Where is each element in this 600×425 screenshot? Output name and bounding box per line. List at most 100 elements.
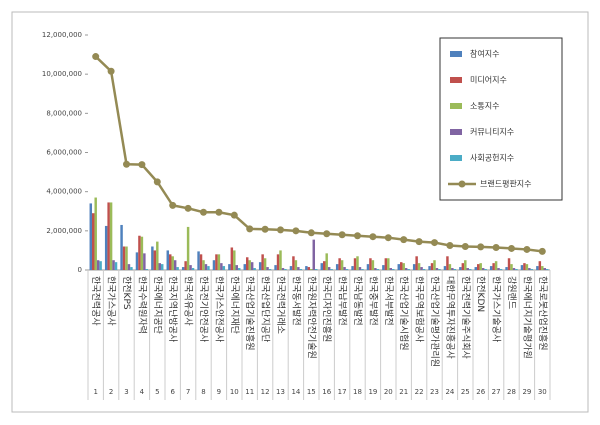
bar (468, 269, 472, 270)
bar (228, 264, 231, 270)
legend-swatch (450, 103, 462, 109)
rank-label: 1 (93, 388, 97, 396)
bar (292, 256, 295, 270)
rank-label: 19 (368, 388, 377, 396)
bar (138, 235, 141, 270)
bar (366, 264, 370, 270)
line-marker (230, 211, 238, 219)
bar (446, 256, 449, 270)
bar (243, 264, 247, 270)
x-tick-label: 한국디자인진흥원 (321, 276, 333, 342)
rank-label: 11 (245, 388, 254, 396)
bar (212, 260, 216, 270)
y-tick-label: 8,000,000 (46, 109, 82, 117)
line-marker (508, 244, 515, 252)
rank-label: 2 (109, 388, 113, 396)
bar (186, 226, 190, 270)
line-marker (446, 242, 454, 250)
bar (135, 252, 139, 270)
legend-swatch (450, 77, 462, 83)
bar (382, 265, 385, 270)
x-tick-label: 한국에너지공단 (152, 276, 163, 334)
bar (184, 261, 187, 270)
bar (261, 254, 264, 270)
x-tick-label: 한국전력거래소 (275, 276, 287, 334)
rank-label: 28 (507, 388, 516, 396)
rank-label: 10 (230, 388, 239, 396)
line-marker (92, 53, 100, 61)
bar (207, 266, 210, 270)
bar (428, 266, 431, 270)
bar (404, 268, 408, 270)
rank-label: 12 (261, 388, 270, 396)
x-tick-label: 한국전기안전공사 (198, 276, 209, 343)
bar (448, 264, 452, 270)
line-marker (123, 160, 130, 168)
rank-label: 18 (353, 388, 362, 396)
line-marker (492, 243, 500, 251)
bar (545, 269, 549, 270)
bar (499, 269, 503, 270)
bar (358, 267, 362, 270)
line-marker (215, 208, 223, 216)
bar (389, 268, 392, 270)
bar (415, 256, 418, 270)
bar (114, 262, 118, 270)
legend-swatch (458, 180, 466, 188)
legend-swatch (450, 129, 462, 135)
rank-label: 9 (217, 388, 221, 396)
x-tick-label: 한국남부발전 (337, 276, 348, 326)
bar (451, 268, 454, 270)
x-tick-label: 한국수력원자력 (136, 276, 148, 334)
bar (525, 264, 529, 270)
x-tick-label: 한국무역보험공사 (414, 276, 425, 343)
bar (263, 258, 267, 270)
rank-label: 4 (140, 388, 145, 396)
bar (284, 269, 287, 270)
line-marker (384, 234, 392, 242)
rank-label: 22 (415, 388, 424, 396)
line-marker (400, 236, 408, 244)
rank-label: 8 (201, 388, 205, 396)
bar (158, 263, 161, 270)
rank-label: 14 (291, 388, 300, 396)
legend-swatch (450, 155, 462, 161)
bar (459, 267, 462, 270)
bar (464, 260, 467, 270)
line-marker (169, 201, 177, 209)
x-tick-label: 한국가스안전공사 (213, 276, 224, 343)
bar (299, 269, 303, 270)
bar (417, 263, 421, 270)
bar (217, 254, 221, 270)
bar (266, 267, 269, 270)
bar (305, 266, 308, 270)
bar (289, 266, 293, 270)
bar (523, 263, 526, 270)
bar (171, 256, 174, 270)
rank-label: 6 (170, 388, 175, 396)
bar (281, 268, 285, 270)
bar (430, 263, 434, 270)
bar (156, 241, 159, 270)
bar (371, 260, 375, 270)
bar (538, 261, 542, 270)
bar (484, 269, 487, 270)
bar (312, 239, 315, 270)
legend-label: 커뮤니티지수 (470, 127, 514, 137)
line-marker (538, 247, 546, 255)
bar (122, 246, 126, 270)
bar (543, 268, 546, 270)
line-marker (369, 233, 377, 241)
bar (422, 269, 426, 270)
legend-swatch (450, 51, 462, 57)
x-tick-label: 한국원자력안전기술원 (306, 276, 318, 359)
bar (530, 269, 534, 270)
rank-label: 30 (538, 388, 547, 396)
bar (407, 269, 410, 270)
bar (274, 265, 277, 270)
bar (112, 260, 115, 270)
bar (294, 260, 298, 270)
bar (127, 264, 131, 270)
bar (497, 268, 500, 270)
bar (391, 269, 395, 270)
